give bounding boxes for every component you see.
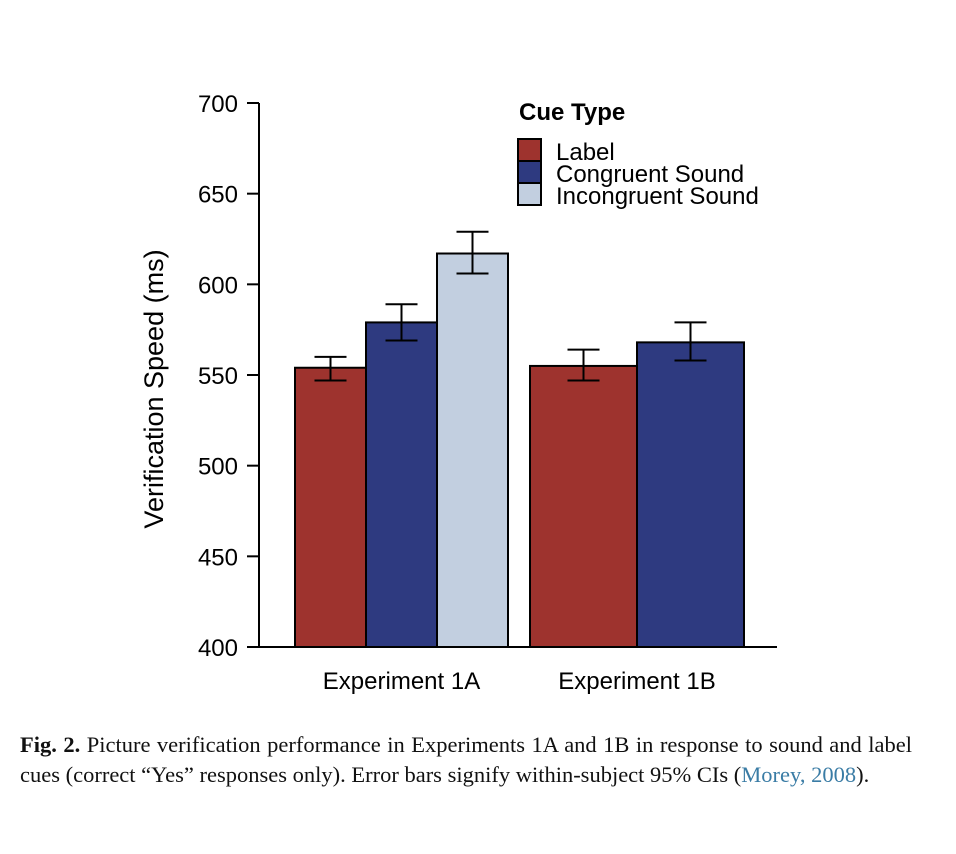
bar-congruent-sound <box>636 341 745 648</box>
y-tick-label: 700 <box>198 91 238 118</box>
legend-title: Cue Type <box>519 99 625 126</box>
y-tick-label: 400 <box>198 635 238 662</box>
caption-text: Picture verification performance in Expe… <box>20 732 912 787</box>
bars-group <box>294 252 745 649</box>
caption-end: ). <box>856 762 870 787</box>
legend-swatch <box>517 160 542 184</box>
y-tick-label: 650 <box>198 182 238 209</box>
y-axis: 400 450 500 550 600 650 700 <box>198 91 260 662</box>
legend-swatch <box>517 138 542 162</box>
legend-entry: Label <box>556 139 615 166</box>
reference-link[interactable]: Morey, 2008 <box>741 762 857 787</box>
legend-entry: Congruent Sound <box>556 161 744 188</box>
figure-label: Fig. 2. <box>20 732 81 757</box>
y-tick-label: 450 <box>198 544 238 571</box>
figure-caption: Fig. 2. Picture verification performance… <box>20 730 912 790</box>
y-tick-label: 550 <box>198 363 238 390</box>
x-tick-label: Experiment 1B <box>558 668 715 695</box>
y-tick-label: 500 <box>198 454 238 481</box>
legend-entry: Incongruent Sound <box>556 183 759 210</box>
y-tick-label: 600 <box>198 272 238 299</box>
x-axis: Experiment 1A Experiment 1B <box>259 646 777 695</box>
bar-incongruent-sound <box>436 252 509 649</box>
y-axis-label: Verification Speed (ms) <box>139 249 169 528</box>
bar-label <box>294 366 367 648</box>
error-bars-group <box>314 230 707 382</box>
x-tick-label: Experiment 1A <box>323 668 480 695</box>
legend-swatch <box>517 182 542 206</box>
bar-congruent-sound <box>365 321 438 648</box>
bar-label <box>529 364 638 648</box>
